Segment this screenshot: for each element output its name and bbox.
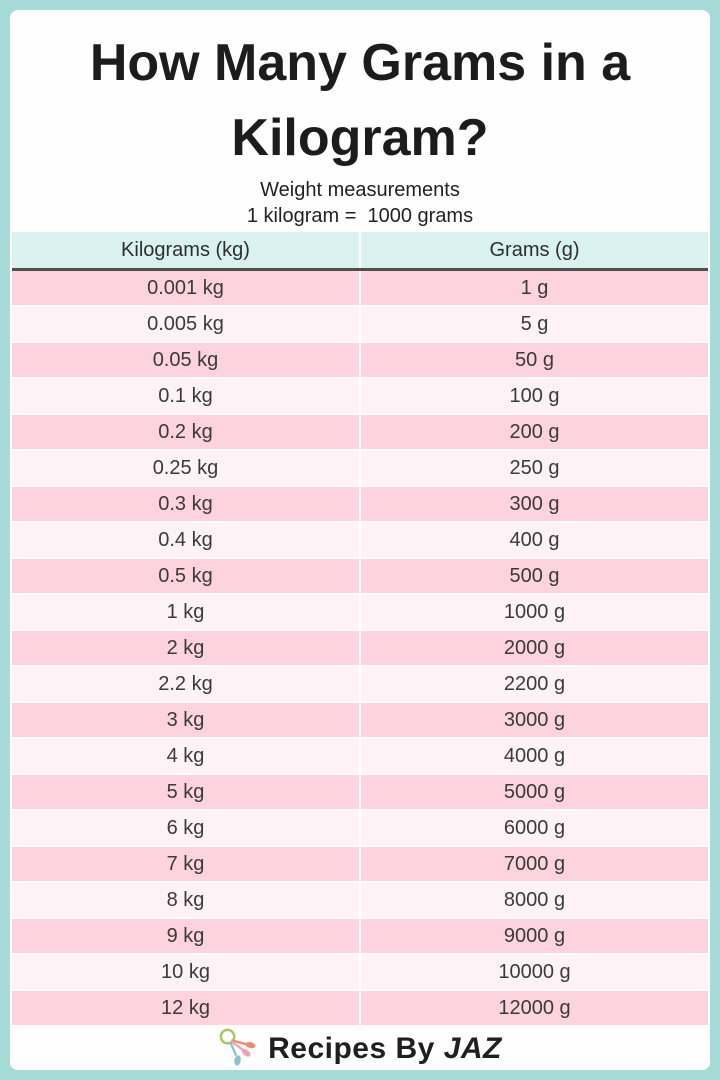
table-row: 0.4 kg 400 g	[12, 523, 708, 559]
brand-prefix: Recipes By	[268, 1031, 444, 1065]
grams-cell: 10000 g	[359, 955, 708, 989]
kilograms-cell: 2 kg	[166, 636, 205, 659]
grams-cell: 7000 g	[359, 847, 708, 881]
grams-cell: 1000 g	[359, 595, 708, 629]
kilograms-cell: 7 kg	[166, 852, 205, 875]
footer: Recipes By JAZ	[10, 1027, 710, 1070]
table-row: 5 kg 5000 g	[12, 775, 708, 811]
grams-cell: 12000 g	[359, 991, 708, 1025]
grams-cell: 250 g	[359, 451, 708, 485]
grams-cell: 300 g	[359, 487, 708, 521]
table-row: 1 kg 1000 g	[12, 595, 708, 631]
kilograms-cell: 10 kg	[161, 960, 210, 983]
grams-cell: 3000 g	[359, 703, 708, 737]
subtitle-conversion-fact: 1 kilogram = 1000 grams	[246, 204, 474, 227]
table-row: 7 kg 7000 g	[12, 847, 708, 883]
grams-cell: 400 g	[359, 523, 708, 557]
table-header-row: Kilograms (kg) Grams (g)	[12, 232, 708, 271]
conversion-table: Kilograms (kg) Grams (g) 0.001 kg 1 g 0.00…	[12, 232, 708, 1027]
content-panel: How Many Grams in a Kilogram? Weight mea…	[10, 10, 710, 1070]
brand-text: Recipes By JAZ	[268, 1032, 502, 1066]
table-row: 0.1 kg 100 g	[12, 379, 708, 415]
table-row: 0.5 kg 500 g	[12, 559, 708, 595]
column-header-grams: Grams (g)	[359, 232, 708, 268]
kilograms-cell: 0.001 kg	[147, 276, 224, 299]
kilograms-cell: 5 kg	[166, 780, 205, 803]
grams-cell: 100 g	[359, 379, 708, 413]
grams-cell: 1 g	[359, 271, 708, 305]
table-row: 2.2 kg 2200 g	[12, 667, 708, 703]
kilograms-cell: 0.3 kg	[158, 492, 213, 515]
grams-cell: 2000 g	[359, 631, 708, 665]
grams-cell: 5 g	[359, 307, 708, 341]
brand-name: JAZ	[443, 1031, 502, 1065]
grams-cell: 8000 g	[359, 883, 708, 917]
table-row: 8 kg 8000 g	[12, 883, 708, 919]
column-header-kilograms: Kilograms (kg)	[121, 238, 250, 261]
kilograms-cell: 1 kg	[166, 600, 205, 623]
kilograms-cell: 0.05 kg	[152, 348, 219, 371]
subtitle-weight-measurements: Weight measurements	[260, 178, 460, 201]
kilograms-cell: 6 kg	[166, 816, 205, 839]
table-row: 12 kg 12000 g	[12, 991, 708, 1027]
kilograms-cell: 12 kg	[161, 996, 210, 1019]
kilograms-cell: 3 kg	[166, 708, 205, 731]
kilograms-cell: 0.4 kg	[158, 528, 213, 551]
title-block: How Many Grams in a Kilogram? Weight mea…	[10, 10, 710, 232]
kilograms-cell: 0.5 kg	[158, 564, 213, 587]
table-row: 0.005 kg 5 g	[12, 307, 708, 343]
grams-cell: 2200 g	[359, 667, 708, 701]
grams-cell: 6000 g	[359, 811, 708, 845]
kilograms-cell: 8 kg	[166, 888, 205, 911]
table-row: 3 kg 3000 g	[12, 703, 708, 739]
table-row: 0.3 kg 300 g	[12, 487, 708, 523]
table-row: 0.001 kg 1 g	[12, 271, 708, 307]
grams-cell: 5000 g	[359, 775, 708, 809]
kilograms-cell: 9 kg	[166, 924, 205, 947]
kilograms-cell: 0.005 kg	[147, 312, 224, 335]
table-row: 0.2 kg 200 g	[12, 415, 708, 451]
grams-cell: 50 g	[359, 343, 708, 377]
grams-cell: 500 g	[359, 559, 708, 593]
table-row: 4 kg 4000 g	[12, 739, 708, 775]
kilograms-cell: 0.25 kg	[152, 456, 219, 479]
table-row: 2 kg 2000 g	[12, 631, 708, 667]
measuring-spoons-icon	[219, 1028, 256, 1066]
grams-cell: 200 g	[359, 415, 708, 449]
table-row: 0.05 kg 50 g	[12, 343, 708, 379]
kilograms-cell: 2.2 kg	[158, 672, 213, 695]
page-title: How Many Grams in a Kilogram?	[89, 34, 631, 168]
table-row: 9 kg 9000 g	[12, 919, 708, 955]
table-row: 0.25 kg 250 g	[12, 451, 708, 487]
table-row: 10 kg 10000 g	[12, 955, 708, 991]
kilograms-cell: 0.2 kg	[158, 420, 213, 443]
kilograms-cell: 4 kg	[166, 744, 205, 767]
grams-cell: 9000 g	[359, 919, 708, 953]
kilograms-cell: 0.1 kg	[158, 384, 213, 407]
table-row: 6 kg 6000 g	[12, 811, 708, 847]
table-body: 0.001 kg 1 g 0.005 kg 5 g 0.05 kg 50 g 0.1 kg 1…	[12, 271, 708, 1027]
grams-cell: 4000 g	[359, 739, 708, 773]
